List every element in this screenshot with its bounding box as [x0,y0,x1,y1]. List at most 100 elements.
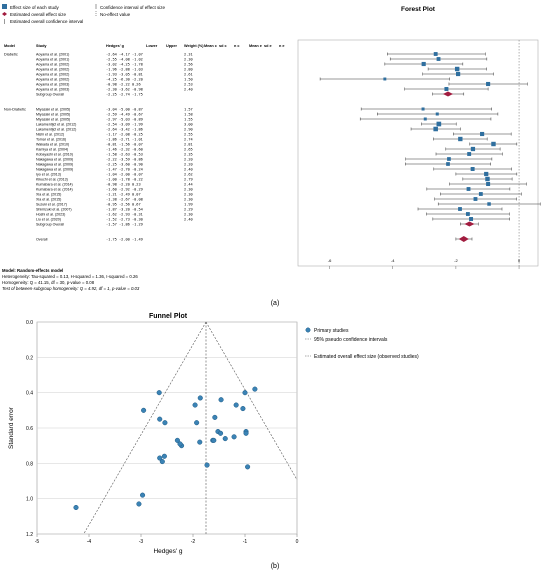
funnel-y-tick-label: 0.0 [26,320,33,326]
forest-effect-text: -0.95 -2.56 0.67 [106,203,141,207]
forest-study-label: Kumabara et al. (2014) [36,183,73,187]
forest-study-marker [486,81,491,87]
forest-study-marker [436,57,441,61]
forest-study-label: Xia et al. (2015) [36,193,61,197]
forest-study-marker [467,152,472,156]
forest-column-header: Mean c [204,44,217,48]
forest-study-label: Aoyama et al. (2001) [36,53,69,57]
forest-study-marker [484,171,489,177]
forest-study-label: Liu et al. (2020) [36,218,61,222]
funnel-legend-primary-label: Primary studies [314,328,349,334]
funnel-panel: Funnel Plot 0.0 0.2 0.4 0.6 0.8 1.0 1.2-5 -4 -3 -… [8,313,419,570]
forest-column-header: n c [234,44,240,48]
forest-pooled-marker [443,91,453,97]
funnel-study-point [242,390,248,396]
forest-study-marker [456,71,461,77]
funnel-y-tick-label: 1.2 [26,532,33,538]
funnel-points [73,386,258,511]
funnel-study-point [73,504,79,511]
forest-weight-text: 2.30 [184,58,193,62]
forest-effect-text: -1.46 -2.32 -0.60 [106,148,143,152]
forest-study-label: Nakagawa et al. (2009) [36,163,73,167]
forest-study-label: Miyazaki et al. (2005) [36,108,70,112]
funnel-y-tick-label: 0.4 [26,391,33,397]
forest-study-marker [487,202,491,206]
forest-weight-text: 2.20 [184,163,193,167]
funnel-study-point [177,441,183,447]
forest-study-marker [383,77,387,81]
forest-column-header: sd e [264,44,272,48]
legend-no-effect-label: No-effect value [100,12,131,17]
forest-study-label: Subgroup Overall [36,93,64,97]
funnel-study-point [197,439,203,445]
forest-x-tick-label: 0 [518,258,521,263]
funnel-ci-right-line [205,321,298,480]
forest-weight-text: 2.40 [184,168,193,172]
forest-study-label: Kikuchi et al. (2013) [36,178,68,182]
funnel-study-point [218,430,224,436]
forest-effect-text: -2.55 -4.08 -1.02 [106,58,143,62]
forest-study-label: Nakagawa et al. (2009) [36,168,73,172]
forest-study-label: Nishi et al. (2012) [36,133,64,137]
forest-column-header: n e [279,44,285,48]
forest-effect-text: -2.54 -3.09 -1.99 [106,123,143,127]
forest-effect-text: -3.04 -5.00 -0.87 [106,108,143,112]
funnel-x-label: Hedges' g [153,548,182,555]
panel-b-label: (b) [271,563,280,570]
funnel-study-point [174,437,180,443]
funnel-study-point [252,386,258,392]
forest-effect-text: -2.97 -5.03 -0.89 [106,118,143,122]
forest-column-header: sd c [219,44,227,48]
funnel-x-tick-label: 0 [296,539,299,545]
forest-effect-text: -1.38 -2.67 -0.08 [106,198,143,202]
forest-table: Model Study Hedges' g Lower Upper Weight (%) M… [4,44,285,242]
forest-column-header: Lower [146,44,158,48]
forest-study-marker [458,207,462,211]
forest-column-header: Model [4,44,15,48]
funnel-study-point [243,430,249,436]
forest-footnote: Heterogeneity: Tau-squared = 0.13, H-squ… [2,274,138,279]
forest-study-marker [491,141,496,147]
funnel-title: Funnel Plot [149,313,188,320]
forest-study-label: Aoyama et al. (2001) [36,58,69,62]
forest-study-label: Aoyama et al. (2002) [36,78,69,82]
forest-weight-text: 2.65 [184,148,193,152]
forest-study-marker [466,187,471,191]
forest-effect-text: -1.58 -2.63 -0.53 [106,153,143,157]
forest-study-marker [421,107,425,111]
funnel-study-point [192,402,198,408]
forest-effect-text: -2.25 -2.74 -1.75 [106,93,143,97]
forest-effect-text: -1.86 -2.71 -1.01 [106,138,143,142]
forest-study-marker [470,146,476,152]
funnel-study-point [218,397,224,403]
forest-study-marker [458,136,463,142]
funnel-study-point [197,395,203,401]
forest-effect-text: -1.62 -2.93 -0.31 [106,213,143,217]
forest-weight-text: 2.90 [184,128,193,132]
forest-study-marker [470,167,475,171]
forest-group-label: Diabetic [4,53,18,57]
forest-study-marker [473,197,478,201]
forest-weight-text: 2.30 [184,193,193,197]
funnel-y-label: Standard error [8,406,15,449]
funnel-study-point [157,416,163,422]
forest-study-marker [478,192,483,196]
forest-study-marker [421,61,426,67]
forest-study-label: Aoyama et al. (2003) [36,83,69,87]
legend-ci-label: Confidence interval of effect size [100,5,165,10]
forest-study-marker [446,162,450,166]
funnel-study-point [161,453,167,459]
forest-study-marker [423,117,427,121]
funnel-study-point [156,390,162,396]
forest-footnote: Model: Random-effects model [2,268,63,273]
forest-study-label: Xia et al. (2015) [36,198,61,202]
funnel-legend-primary-marker [305,327,311,333]
forest-study-label: Kumabara et al. (2014) [36,188,73,192]
forest-effect-text: -4.25 -6.30 -2.20 [106,78,143,82]
forest-weight-text: 1.57 [184,108,193,112]
funnel-study-point [204,462,210,468]
forest-column-header: Hedges' g [106,44,125,48]
forest-effect-text: -1.75 -2.00 -1.49 [106,238,143,242]
funnel-study-point [245,464,251,470]
